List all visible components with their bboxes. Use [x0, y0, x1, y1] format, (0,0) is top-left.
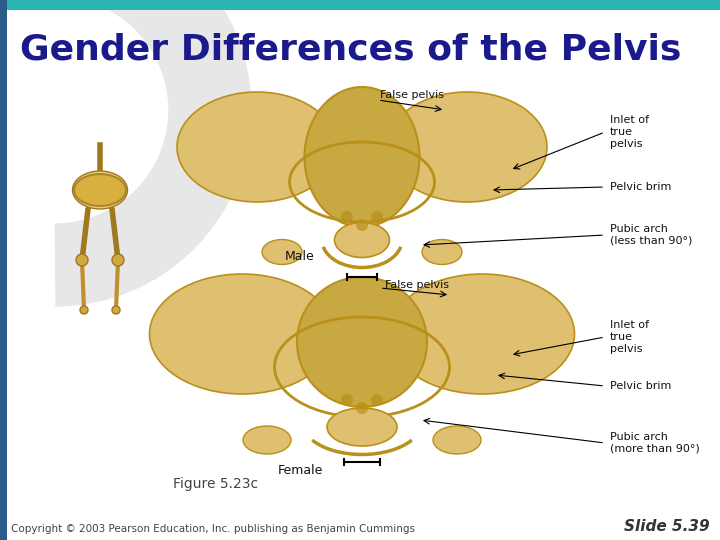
- Ellipse shape: [177, 92, 337, 202]
- Ellipse shape: [243, 426, 291, 454]
- Circle shape: [356, 402, 368, 414]
- Ellipse shape: [305, 87, 420, 227]
- Circle shape: [356, 219, 368, 231]
- Ellipse shape: [387, 92, 547, 202]
- Text: False pelvis: False pelvis: [385, 280, 449, 290]
- Text: Pelvic brim: Pelvic brim: [610, 381, 671, 391]
- Text: Gender Differences of the Pelvis: Gender Differences of the Pelvis: [20, 33, 681, 67]
- Text: Copyright © 2003 Pearson Education, Inc. publishing as Benjamin Cummings: Copyright © 2003 Pearson Education, Inc.…: [11, 523, 415, 534]
- Text: Inlet of
true
pelvis: Inlet of true pelvis: [610, 116, 649, 148]
- Ellipse shape: [327, 408, 397, 446]
- Circle shape: [371, 394, 383, 406]
- Bar: [0, 0, 7, 540]
- Ellipse shape: [73, 171, 127, 209]
- Ellipse shape: [335, 222, 390, 258]
- Circle shape: [76, 254, 88, 266]
- Ellipse shape: [297, 277, 427, 407]
- Ellipse shape: [422, 240, 462, 265]
- Ellipse shape: [74, 174, 126, 206]
- Ellipse shape: [433, 426, 481, 454]
- Text: Female: Female: [277, 463, 323, 476]
- Text: Pelvic brim: Pelvic brim: [610, 182, 671, 192]
- Text: Male: Male: [285, 251, 315, 264]
- Text: Pubic arch
(less than 90°): Pubic arch (less than 90°): [610, 224, 693, 246]
- Circle shape: [112, 306, 120, 314]
- Text: Slide 5.39: Slide 5.39: [624, 518, 709, 534]
- Text: False pelvis: False pelvis: [380, 90, 444, 100]
- Circle shape: [341, 394, 353, 406]
- Circle shape: [371, 211, 383, 223]
- Text: Pubic arch
(more than 90°): Pubic arch (more than 90°): [610, 432, 700, 454]
- Ellipse shape: [390, 274, 575, 394]
- Text: Inlet of
true
pelvis: Inlet of true pelvis: [610, 320, 649, 354]
- Text: Figure 5.23c: Figure 5.23c: [173, 477, 258, 491]
- Ellipse shape: [150, 274, 335, 394]
- Ellipse shape: [262, 240, 302, 265]
- Circle shape: [80, 306, 88, 314]
- Circle shape: [112, 254, 124, 266]
- Bar: [0, 0, 720, 10]
- Circle shape: [341, 211, 353, 223]
